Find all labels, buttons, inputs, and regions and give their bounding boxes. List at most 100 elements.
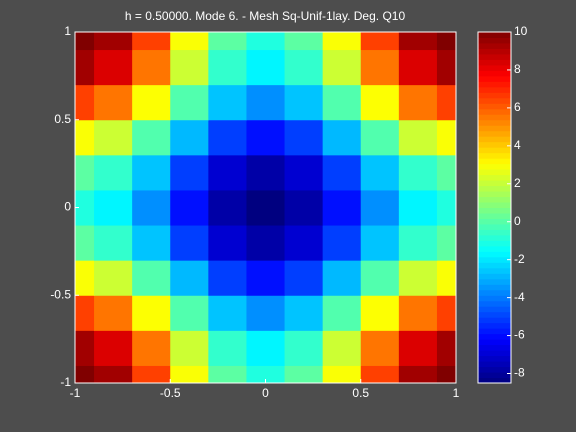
cell bbox=[398, 154, 438, 191]
colorbar-swatch bbox=[478, 273, 511, 280]
cell bbox=[436, 84, 457, 121]
cell bbox=[94, 189, 133, 226]
colorbar-swatch bbox=[478, 75, 511, 82]
colorbar-swatch bbox=[478, 191, 511, 198]
colorbar-swatch bbox=[478, 377, 511, 384]
x-tick-label: 1 bbox=[453, 386, 460, 400]
colorbar-swatch bbox=[478, 59, 511, 66]
x-tick-label: -0.5 bbox=[160, 386, 181, 400]
colorbar-tick-label: -4 bbox=[514, 290, 525, 304]
cell bbox=[284, 295, 324, 331]
cell bbox=[170, 225, 209, 261]
cell bbox=[132, 365, 171, 384]
cell bbox=[322, 295, 362, 331]
cell bbox=[436, 365, 457, 384]
colorbar-swatch bbox=[478, 300, 511, 307]
colorbar-swatch bbox=[478, 366, 511, 373]
cell bbox=[75, 119, 95, 156]
cell bbox=[322, 330, 362, 366]
cell bbox=[322, 365, 362, 384]
cell bbox=[284, 119, 324, 156]
x-tick-label: -1 bbox=[70, 386, 81, 400]
cell bbox=[360, 330, 400, 366]
cell bbox=[208, 260, 247, 296]
cell bbox=[208, 225, 247, 261]
cell bbox=[75, 260, 95, 296]
colorbar-swatch bbox=[478, 180, 511, 187]
colorbar-swatch bbox=[478, 317, 511, 324]
cell bbox=[94, 225, 133, 261]
colorbar-swatch bbox=[478, 372, 511, 379]
cell bbox=[75, 295, 95, 331]
cell bbox=[208, 119, 247, 156]
cell bbox=[208, 365, 247, 384]
cell bbox=[132, 49, 171, 86]
cell bbox=[284, 330, 324, 366]
colorbar-swatch bbox=[478, 81, 511, 88]
cell bbox=[246, 49, 286, 86]
colorbar-swatch bbox=[478, 234, 511, 241]
cell bbox=[246, 119, 286, 156]
colorbar-swatch bbox=[478, 119, 511, 126]
colorbar-swatch bbox=[478, 295, 511, 302]
cell bbox=[436, 119, 457, 156]
cell bbox=[322, 32, 362, 51]
x-tick-label: 0.5 bbox=[352, 386, 369, 400]
cell bbox=[284, 154, 324, 191]
cell bbox=[284, 49, 324, 86]
cell bbox=[94, 260, 133, 296]
colorbar-tick-label: 10 bbox=[514, 24, 528, 38]
cell bbox=[132, 84, 171, 121]
colorbar-swatch bbox=[478, 322, 511, 329]
cell bbox=[132, 225, 171, 261]
cell bbox=[170, 84, 209, 121]
cell bbox=[436, 32, 457, 51]
colorbar-tick-label: -6 bbox=[514, 328, 525, 342]
colorbar-tick-label: -8 bbox=[514, 366, 525, 380]
cell bbox=[436, 154, 457, 191]
y-tick-label: -1 bbox=[60, 375, 71, 389]
cell bbox=[94, 84, 133, 121]
colorbar-swatch bbox=[478, 108, 511, 115]
cell bbox=[360, 119, 400, 156]
cell bbox=[398, 84, 438, 121]
y-tick-label: 0 bbox=[64, 200, 71, 214]
colorbar-swatch bbox=[478, 64, 511, 71]
cell bbox=[360, 225, 400, 261]
cell bbox=[246, 154, 286, 191]
y-tick-label: 1 bbox=[64, 24, 71, 38]
colorbar-swatch bbox=[478, 212, 511, 219]
cell bbox=[398, 225, 438, 261]
cell bbox=[94, 154, 133, 191]
cell bbox=[398, 260, 438, 296]
cell bbox=[75, 189, 95, 226]
colorbar-swatch bbox=[478, 196, 511, 203]
colorbar-swatch bbox=[478, 240, 511, 247]
cell bbox=[132, 295, 171, 331]
cell bbox=[75, 84, 95, 121]
colorbar-swatch bbox=[478, 70, 511, 77]
cell bbox=[75, 154, 95, 191]
cell bbox=[170, 154, 209, 191]
cell bbox=[132, 330, 171, 366]
colorbar-swatch bbox=[478, 339, 511, 346]
cell bbox=[360, 295, 400, 331]
cell bbox=[75, 330, 95, 366]
colorbar-swatch bbox=[478, 103, 511, 110]
cell bbox=[208, 330, 247, 366]
cell bbox=[436, 295, 457, 331]
cell bbox=[208, 49, 247, 86]
colorbar-tick-label: -2 bbox=[514, 252, 525, 266]
cell bbox=[132, 32, 171, 51]
colorbar-swatch bbox=[478, 37, 511, 44]
cell bbox=[208, 189, 247, 226]
cell bbox=[170, 189, 209, 226]
cell bbox=[246, 225, 286, 261]
cell bbox=[132, 119, 171, 156]
colorbar-swatch bbox=[478, 202, 511, 208]
cell bbox=[94, 32, 133, 51]
cell bbox=[170, 32, 209, 51]
cell bbox=[284, 260, 324, 296]
colorbar-swatch bbox=[478, 97, 511, 104]
cell bbox=[170, 119, 209, 156]
